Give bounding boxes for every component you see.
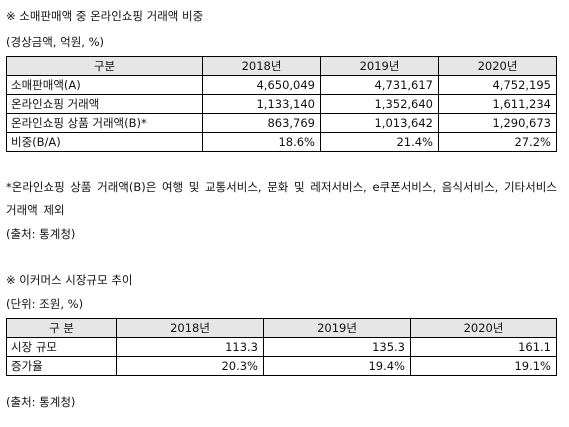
row-label: 온라인쇼핑 상품 거래액(B)* (6, 113, 203, 133)
ecommerce-market-table: 구 분 2018년 2019년 2020년 시장 규모 113.3 135.3 … (6, 318, 557, 376)
row-label: 시장 규모 (6, 337, 117, 357)
header-2018: 2018년 (116, 318, 264, 338)
table-row: 소매판매액(A) 4,650,049 4,731,617 4,752,195 (6, 75, 557, 95)
cell-value: 113.3 (116, 337, 264, 357)
retail-sales-table: 구분 2018년 2019년 2020년 소매판매액(A) 4,650,049 … (6, 56, 557, 152)
cell-value: 1,290,673 (438, 113, 557, 133)
cell-value: 1,133,140 (202, 94, 321, 114)
header-category: 구분 (6, 56, 203, 76)
cell-value: 19.4% (263, 356, 411, 376)
cell-value: 1,611,234 (438, 94, 557, 114)
row-label: 소매판매액(A) (6, 75, 203, 95)
table-row: 비중(B/A) 18.6% 21.4% 27.2% (6, 132, 557, 152)
row-label: 온라인쇼핑 거래액 (6, 94, 203, 114)
header-2020: 2020년 (410, 318, 557, 338)
header-2019: 2019년 (320, 56, 439, 76)
cell-value: 20.3% (116, 356, 264, 376)
table-header-row: 구분 2018년 2019년 2020년 (6, 56, 557, 76)
table-row: 시장 규모 113.3 135.3 161.1 (6, 337, 557, 357)
cell-value: 161.1 (410, 337, 557, 357)
cell-value: 863,769 (202, 113, 321, 133)
header-2018: 2018년 (202, 56, 321, 76)
section1-source: (출처: 통계청) (6, 227, 76, 241)
cell-value: 4,752,195 (438, 75, 557, 95)
header-2020: 2020년 (438, 56, 557, 76)
cell-value: 1,352,640 (320, 94, 439, 114)
footnote: *온라인쇼핑 상품 거래액(B)은 여행 및 교통서비스, 문화 및 레저서비스… (6, 180, 557, 217)
table-header-row: 구 분 2018년 2019년 2020년 (6, 318, 557, 338)
cell-value: 4,731,617 (320, 75, 439, 95)
cell-value: 27.2% (438, 132, 557, 152)
cell-value: 135.3 (263, 337, 411, 357)
table-row: 온라인쇼핑 상품 거래액(B)* 863,769 1,013,642 1,290… (6, 113, 557, 133)
section2-title: ※ 이커머스 시장규모 추이 (6, 273, 133, 287)
cell-value: 18.6% (202, 132, 321, 152)
cell-value: 19.1% (410, 356, 557, 376)
section2-source: (출처: 통계청) (6, 395, 76, 409)
section1-unit: (경상금액, 억원, %) (6, 35, 105, 49)
header-2019: 2019년 (263, 318, 411, 338)
row-label: 비중(B/A) (6, 132, 203, 152)
section1-title: ※ 소매판매액 중 온라인쇼핑 거래액 비중 (6, 9, 204, 23)
header-category: 구 분 (6, 318, 117, 338)
section2-unit: (단위: 조원, %) (6, 297, 84, 311)
cell-value: 4,650,049 (202, 75, 321, 95)
table-row: 온라인쇼핑 거래액 1,133,140 1,352,640 1,611,234 (6, 94, 557, 114)
row-label: 증가율 (6, 356, 117, 376)
cell-value: 1,013,642 (320, 113, 439, 133)
table-row: 증가율 20.3% 19.4% 19.1% (6, 356, 557, 376)
cell-value: 21.4% (320, 132, 439, 152)
